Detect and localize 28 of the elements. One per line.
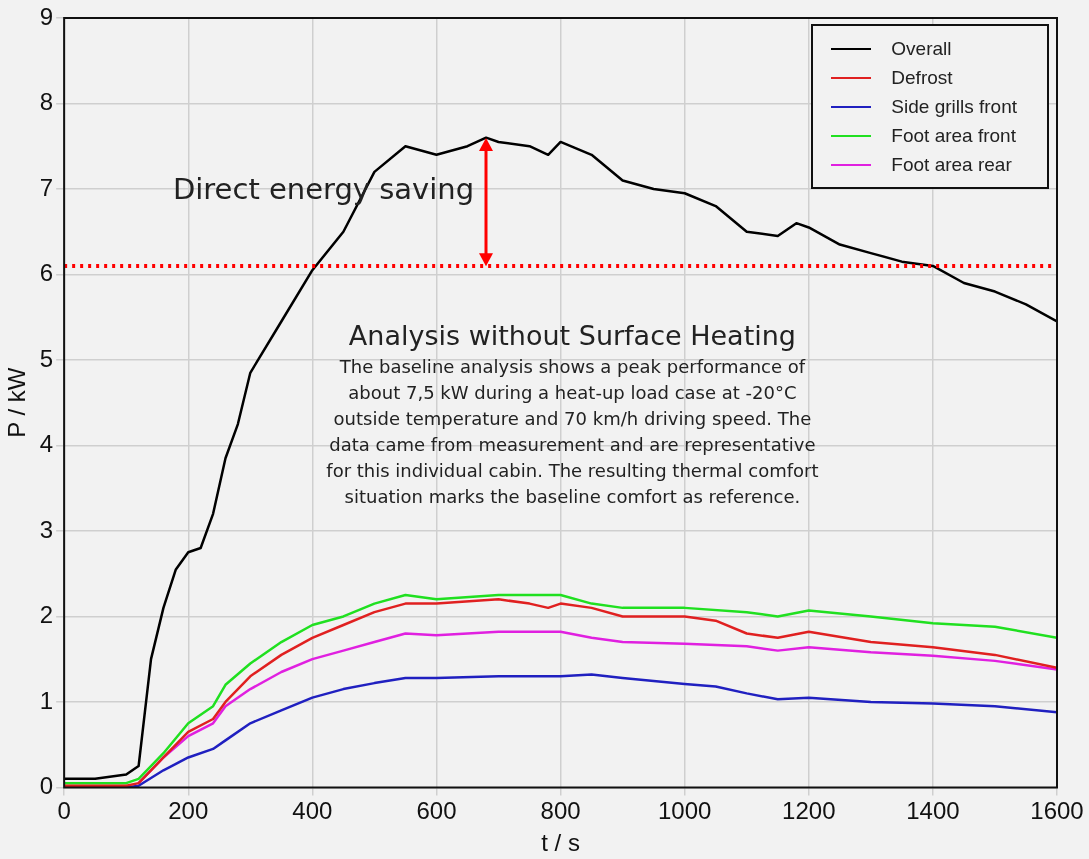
y-axis-title: P / kW [3,367,31,438]
y-tick-label: 0 [39,772,54,800]
y-tick-label: 4 [39,430,54,458]
y-tick-label: 1 [39,686,54,714]
legend-label: Side grills front [891,95,1017,118]
y-tick-label: 7 [39,173,54,201]
x-tick-label: 1400 [906,797,960,825]
x-tick-label: 0 [57,797,71,825]
x-tick-label: 200 [168,797,209,825]
y-tick-label: 8 [39,88,54,116]
y-tick-label: 5 [39,344,54,372]
y-tick-label: 2 [39,601,54,629]
x-tick-label: 800 [540,797,581,825]
x-tick-label: 1000 [657,797,712,825]
x-tick-label: 400 [292,797,333,825]
annotation: The baseline analysis shows a peak performance of about 7,5 kW during a heat-up load case at -20°C outside temperature and 70 km/h driving speed. The data came from measurement and are representative for this individual cabin. The resulting thermal comfort situation marks the baseline comfort as reference. [325,355,820,510]
legend-label: Foot area front [891,124,1016,147]
legend-label: Foot area rear [891,153,1012,176]
annotation: Analysis without Surface Heating [347,319,797,354]
x-tick-label: 1600 [1030,797,1084,825]
y-tick-label: 6 [39,259,54,287]
x-tick-label: 600 [416,797,457,825]
legend-label: Overall [891,37,952,60]
x-axis-title: t / s [541,829,580,857]
legend-label: Defrost [891,66,953,89]
y-tick-label: 9 [39,2,54,30]
x-tick-label: 1200 [782,797,836,825]
y-tick-label: 3 [39,515,54,543]
